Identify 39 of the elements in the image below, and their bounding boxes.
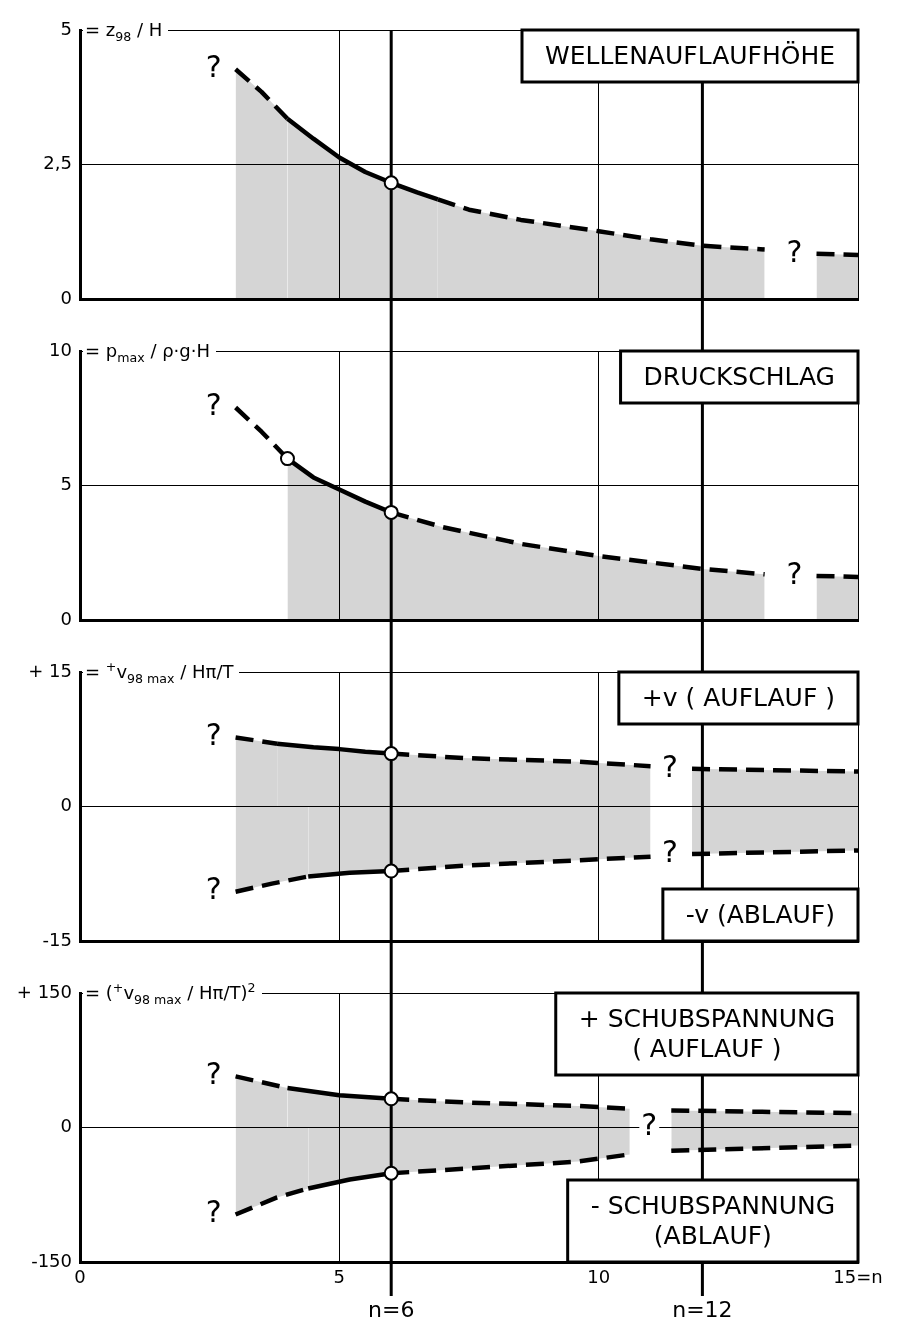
y-tick-label: + 15 <box>28 659 72 681</box>
annotation: ? <box>786 233 803 269</box>
annotation: ? <box>205 871 222 907</box>
y-tick-label: + 150 <box>16 980 72 1002</box>
y-axis-title: = p$_{max}$ / ρ·g·H <box>83 337 217 365</box>
y-tick-label: 0 <box>60 1115 72 1137</box>
annotation: ? <box>641 1107 658 1143</box>
y-tick-label: -150 <box>31 1249 72 1271</box>
annotation: ? <box>205 49 222 85</box>
annotation: -v (ABLAUF) <box>685 899 835 929</box>
y-tick-label: 5 <box>60 473 72 495</box>
x-tick-label: 0 <box>74 1266 86 1288</box>
chart-title: DRUCKSCHLAG <box>643 361 835 391</box>
x-tick-label: 15=n <box>833 1266 883 1288</box>
y-tick-label: 0 <box>60 286 72 308</box>
y-tick-label: 2,5 <box>43 152 72 174</box>
y-tick-label: 0 <box>60 794 72 816</box>
y-tick-label: 5 <box>60 17 72 39</box>
annotation: ? <box>205 717 222 753</box>
annotation: + SCHUBSPANNUNG ( AUFLAUF ) <box>578 1003 835 1063</box>
y-axis-title: = $^{+}$v$_{98 max}$ / Hπ/T <box>83 658 240 686</box>
annotation: - SCHUBSPANNUNG (ABLAUF) <box>590 1190 835 1250</box>
y-tick-label: -15 <box>42 928 72 950</box>
annotation: ? <box>205 1056 222 1092</box>
chart-title: WELLENAUFLAUFHÖHE <box>544 40 836 70</box>
y-tick-label: 0 <box>60 607 72 629</box>
y-axis-title: = ($^{+}$v$_{98 max}$ / Hπ/T)$^{2}$ <box>83 979 262 1007</box>
x-tick-label: 10 <box>587 1266 611 1288</box>
annotation: ? <box>662 748 678 784</box>
annotation: ? <box>205 1194 222 1230</box>
annotation: +v ( AUFLAUF ) <box>641 682 835 712</box>
x-tick-label: 5 <box>333 1266 346 1288</box>
annotation: ? <box>786 555 803 591</box>
annotation: ? <box>205 387 222 423</box>
ref-line-label: n=6 <box>368 1297 415 1323</box>
y-axis-title: = z$_{98}$ / H <box>83 16 169 44</box>
y-tick-label: 10 <box>49 338 72 360</box>
ref-line-label: n=12 <box>672 1297 733 1323</box>
annotation: ? <box>662 833 678 869</box>
